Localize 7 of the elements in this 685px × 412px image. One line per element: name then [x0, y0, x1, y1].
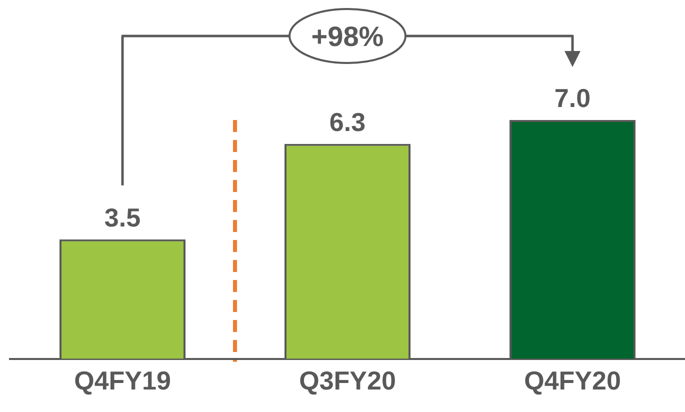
x-tick-label: Q4FY20: [524, 366, 621, 396]
data-label: 6.3: [329, 107, 366, 138]
data-label: 3.5: [104, 202, 141, 233]
x-tick-label: Q4FY19: [74, 366, 171, 396]
x-tick-label: Q3FY20: [299, 366, 396, 396]
data-label: 7.0: [554, 83, 591, 114]
text: +98%: [311, 21, 384, 52]
